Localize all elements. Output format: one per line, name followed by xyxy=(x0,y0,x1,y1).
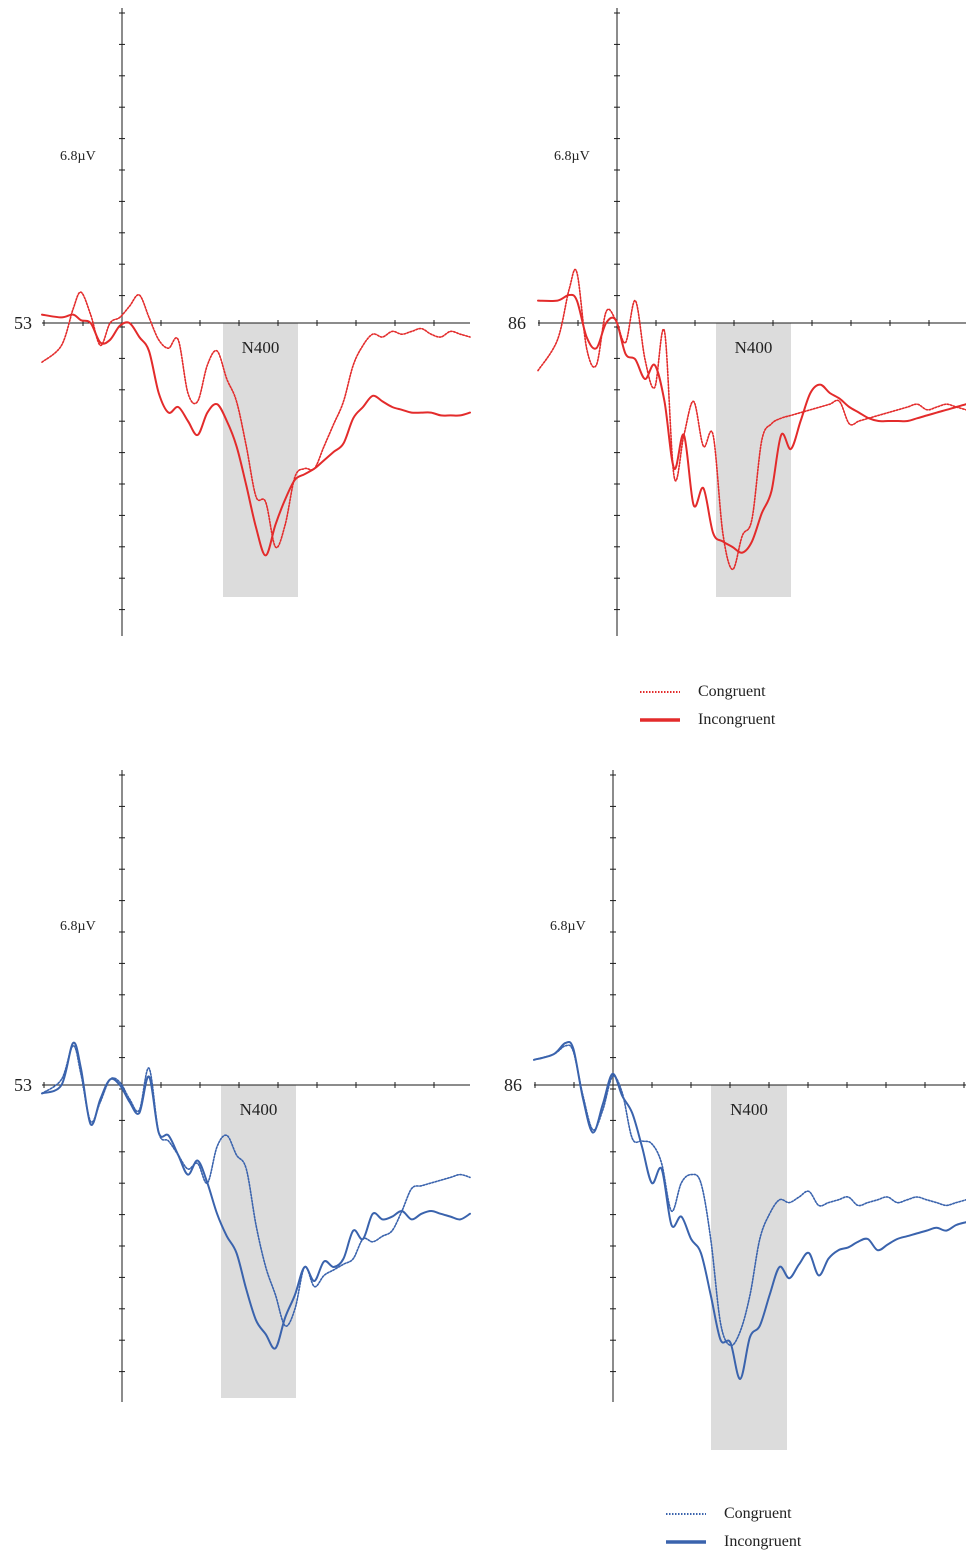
series-incongruent xyxy=(537,293,966,554)
erp-panel-2: N400 86 6.8µV xyxy=(508,8,966,636)
series-congruent xyxy=(41,1045,471,1327)
erp-panel-4: N400 86 6.8µV xyxy=(504,770,966,1450)
electrode-label: 86 xyxy=(508,313,526,333)
scale-label: 6.8µV xyxy=(554,149,590,164)
legend-red-congruent: Congruent xyxy=(640,678,775,706)
scale-label: 6.8µV xyxy=(60,919,96,934)
series-congruent xyxy=(533,1044,966,1347)
n400-window xyxy=(223,323,298,597)
legend-blue-congruent-label: Congruent xyxy=(724,1505,792,1522)
erp-panel-3: N400 53 6.8µV xyxy=(14,770,471,1402)
legend-red-congruent-label: Congruent xyxy=(698,683,766,700)
legend-red-solid-swatch xyxy=(640,718,680,722)
legend-blue: Congruent Incongruent xyxy=(666,1500,801,1556)
n400-label: N400 xyxy=(240,1100,278,1119)
legend-blue-dotted-swatch xyxy=(666,1513,706,1515)
series-incongruent xyxy=(41,313,471,557)
n400-window xyxy=(716,323,791,597)
electrode-label: 86 xyxy=(504,1075,522,1095)
legend-blue-incongruent-label: Incongruent xyxy=(724,1533,802,1550)
scale-label: 6.8µV xyxy=(60,149,96,164)
n400-window xyxy=(711,1085,787,1450)
series-congruent xyxy=(41,291,471,549)
n400-label: N400 xyxy=(242,338,280,357)
legend-blue-congruent: Congruent xyxy=(666,1500,801,1528)
legend-blue-incongruent: Incongruent xyxy=(666,1528,801,1556)
n400-label: N400 xyxy=(730,1100,768,1119)
series-incongruent xyxy=(533,1040,966,1381)
electrode-label: 53 xyxy=(14,1075,32,1095)
legend-red-dotted-swatch xyxy=(640,691,680,693)
legend-red-incongruent-label: Incongruent xyxy=(698,711,776,728)
n400-window xyxy=(221,1085,296,1398)
scale-label: 6.8µV xyxy=(550,919,586,934)
legend-red-incongruent: Incongruent xyxy=(640,706,775,734)
series-incongruent xyxy=(41,1041,471,1350)
n400-label: N400 xyxy=(735,338,773,357)
legend-red: Congruent Incongruent xyxy=(640,678,775,734)
legend-blue-solid-swatch xyxy=(666,1540,706,1544)
electrode-label: 53 xyxy=(14,313,32,333)
erp-panel-1: N400 53 6.8µV xyxy=(14,8,471,636)
